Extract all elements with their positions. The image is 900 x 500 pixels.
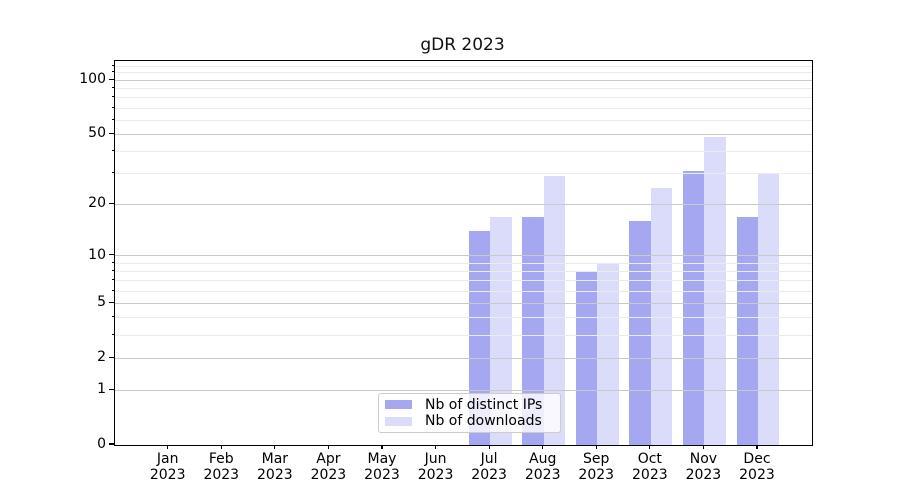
x-tick-jun: [434, 445, 437, 450]
bar-downloads-jul: [490, 216, 512, 445]
minor-gridline-80: [115, 97, 812, 99]
legend-swatch-downloads: [385, 416, 412, 426]
bar-distinct-ips-oct: [629, 221, 651, 445]
y-minor-tick-4: [111, 316, 114, 318]
legend-entry-distinct-ips: Nb of distinct IPs: [385, 397, 560, 413]
legend-label-downloads: Nb of downloads: [425, 413, 542, 430]
major-gridline-50: [115, 133, 812, 135]
y-tick-label-20: 20: [88, 195, 106, 212]
x-tick-label-nov: Nov 2023: [685, 451, 722, 483]
plot-area: [114, 60, 813, 446]
x-tick-label-apr: Apr 2023: [310, 451, 347, 483]
bars-layer: [115, 61, 812, 445]
y-tick-50: [109, 132, 114, 134]
major-gridline-5: [115, 302, 812, 304]
x-tick-label-jul: Jul 2023: [471, 451, 507, 483]
bar-distinct-ips-aug: [522, 216, 544, 445]
minor-gridline-40: [115, 151, 812, 153]
x-tick-oct: [649, 445, 651, 450]
x-tick-label-oct: Oct 2023: [632, 451, 668, 483]
minor-gridline-30: [115, 173, 812, 175]
y-minor-tick-70: [111, 106, 114, 108]
minor-gridline-60: [115, 119, 812, 121]
legend-label-distinct-ips: Nb of distinct IPs: [425, 396, 543, 413]
legend: Nb of distinct IPs Nb of downloads: [378, 393, 561, 433]
x-tick-label-feb: Feb 2023: [203, 451, 240, 483]
y-tick-label-1: 1: [97, 381, 106, 398]
bar-downloads-sep: [597, 263, 619, 445]
y-minor-tick-90: [111, 87, 114, 89]
y-minor-tick-7: [111, 279, 114, 281]
x-tick-label-jun: Jun 2023: [417, 451, 454, 483]
y-minor-tick-110: [111, 71, 114, 73]
y-tick-label-2: 2: [97, 349, 106, 366]
x-tick-mar: [274, 445, 276, 450]
y-tick-label-100: 100: [79, 71, 106, 88]
bar-distinct-ips-dec: [736, 216, 758, 445]
y-minor-tick-80: [111, 96, 114, 98]
y-tick-1: [109, 388, 114, 390]
y-minor-tick-3: [111, 333, 114, 335]
bar-downloads-oct: [650, 187, 673, 445]
y-tick-label-5: 5: [97, 294, 106, 311]
x-tick-apr: [327, 445, 329, 450]
minor-gridline-6: [115, 290, 812, 292]
minor-gridline-120: [115, 65, 812, 67]
minor-gridline-90: [115, 88, 812, 90]
grid-layer: [115, 61, 812, 445]
major-gridline-2: [115, 357, 812, 359]
bar-downloads-dec: [757, 173, 780, 445]
minor-gridline-8: [115, 270, 812, 272]
y-tick-5: [109, 301, 114, 303]
bar-distinct-ips-jul: [468, 231, 491, 445]
major-gridline-20: [115, 203, 812, 205]
x-tick-jul: [488, 445, 490, 450]
y-tick-label-50: 50: [88, 125, 106, 142]
y-minor-tick-30: [111, 172, 114, 174]
x-tick-nov: [702, 445, 704, 450]
legend-swatch-distinct-ips: [385, 400, 412, 410]
minor-gridline-70: [115, 107, 812, 109]
minor-gridline-9: [115, 262, 812, 264]
y-minor-tick-8: [111, 269, 114, 271]
chart-title: gDR 2023: [420, 35, 505, 55]
y-tick-10: [109, 253, 114, 256]
y-minor-tick-6: [111, 289, 114, 291]
y-minor-tick-40: [111, 150, 114, 152]
major-gridline-100: [115, 79, 812, 81]
y-tick-20: [109, 202, 114, 205]
y-minor-tick-120: [111, 64, 114, 66]
x-tick-aug: [542, 445, 544, 450]
x-tick-label-sep: Sep 2023: [578, 451, 615, 483]
y-minor-tick-9: [111, 261, 114, 263]
minor-gridline-110: [115, 72, 812, 74]
x-tick-label-dec: Dec 2023: [739, 451, 775, 483]
major-gridline-10: [115, 255, 812, 257]
x-tick-feb: [220, 445, 222, 450]
y-tick-0: [109, 443, 114, 445]
x-tick-label-jan: Jan 2023: [149, 451, 186, 483]
bar-distinct-ips-nov: [683, 171, 705, 445]
x-tick-label-may: May 2023: [364, 451, 400, 483]
x-tick-may: [381, 445, 383, 450]
x-tick-sep: [595, 445, 597, 450]
legend-entry-downloads: Nb of downloads: [385, 413, 560, 429]
major-gridline-1: [115, 389, 812, 391]
x-tick-label-mar: Mar 2023: [257, 451, 293, 483]
minor-gridline-7: [115, 280, 812, 282]
x-tick-jan: [167, 445, 169, 450]
y-tick-label-0: 0: [97, 436, 106, 452]
x-tick-label-aug: Aug 2023: [524, 451, 561, 483]
x-tick-dec: [756, 445, 758, 450]
minor-gridline-3: [115, 334, 812, 336]
y-minor-tick-60: [111, 118, 114, 120]
minor-gridline-4: [115, 317, 812, 319]
y-tick-2: [109, 356, 114, 358]
bar-downloads-aug: [543, 176, 566, 445]
y-tick-100: [109, 78, 114, 80]
y-tick-label-10: 10: [88, 246, 106, 263]
